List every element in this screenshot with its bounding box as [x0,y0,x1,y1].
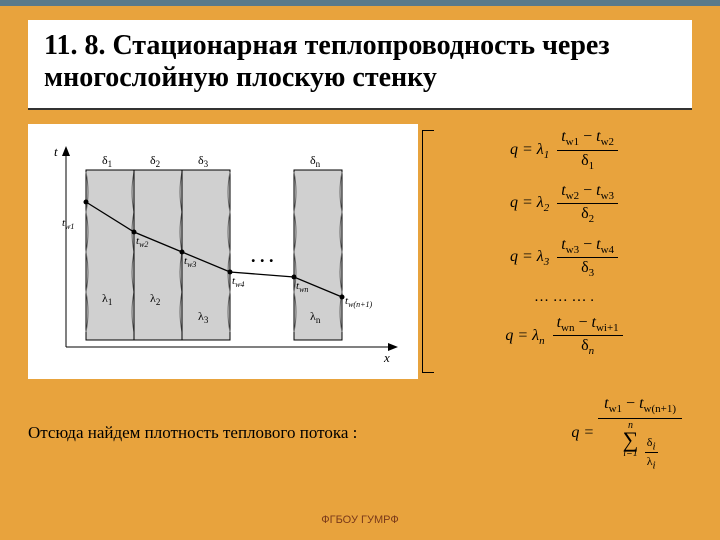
equation-3: q = λ3 tw3 − tw4 δ3 [436,236,692,280]
equations-list: q = λ1 tw1 − tw2 δ1 q = λ2 tw2 − tw3 δ2 … [436,124,692,379]
svg-text:t: t [54,144,58,159]
multilayer-wall-diagram: t x δ1 λ1 δ2 λ2 δ3 λ3 [28,124,418,379]
bottom-row: Отсюда найдем плотность теплового потока… [28,395,692,471]
footer-text: ФГБОУ ГУМРФ [0,514,720,526]
svg-text:. . .: . . . [251,246,274,266]
eq1-left: q = λ1 [510,141,549,158]
equation-2: q = λ2 tw2 − tw3 δ2 [436,182,692,226]
title-panel: 11. 8. Стационарная теплопроводность чер… [28,20,692,110]
svg-text:δ3: δ3 [198,153,209,169]
final-equation: q = tw1 − tw(n+1) n ∑ i=1 δi λi [571,395,682,471]
svg-text:x: x [383,350,390,365]
equation-1: q = λ1 tw1 − tw2 δ1 [436,128,692,172]
svg-text:tw(n+1): tw(n+1) [345,295,372,309]
page-title: 11. 8. Стационарная теплопроводность чер… [44,30,676,94]
svg-text:δ2: δ2 [150,153,160,169]
equation-n: q = λn twn − twi+1 δn [436,314,692,358]
top-accent-bar [0,0,720,6]
bracket-icon [422,130,434,373]
conclusion-text: Отсюда найдем плотность теплового потока… [28,423,357,443]
eq-ellipsis: … … … . [436,289,692,306]
svg-text:tw1: tw1 [62,217,74,231]
svg-text:δ1: δ1 [102,153,112,169]
svg-text:δn: δn [310,153,321,169]
content-row: t x δ1 λ1 δ2 λ2 δ3 λ3 [28,124,692,379]
svg-text:tw4: tw4 [232,275,244,289]
